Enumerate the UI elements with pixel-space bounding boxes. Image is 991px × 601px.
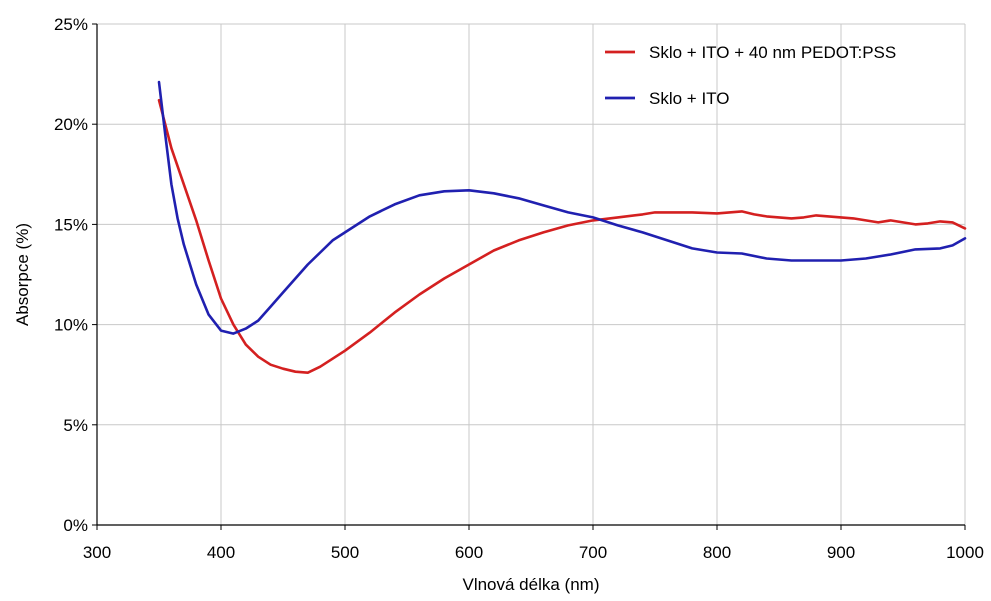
y-axis-title: Absorpce (%) (13, 223, 32, 326)
y-tick-label: 0% (63, 516, 88, 535)
x-tick-label: 600 (455, 543, 483, 562)
data-series (157, 80, 967, 375)
x-tick-label: 500 (331, 543, 359, 562)
x-tick-label: 700 (579, 543, 607, 562)
y-tick-label: 5% (63, 416, 88, 435)
x-tick-label: 1000 (946, 543, 984, 562)
x-tick-label: 300 (83, 543, 111, 562)
x-tick-label: 800 (703, 543, 731, 562)
legend-label: Sklo + ITO (649, 89, 729, 108)
x-tick-label: 400 (207, 543, 235, 562)
grid-lines (97, 23, 966, 525)
y-tick-label: 15% (54, 215, 88, 234)
series-line-pedot (157, 98, 967, 375)
legend: Sklo + ITO + 40 nm PEDOT:PSS Sklo + ITO (605, 43, 896, 108)
y-tick-label: 20% (54, 115, 88, 134)
x-tick-label: 900 (827, 543, 855, 562)
tick-labels: 300 400 500 600 700 800 900 1000 0% 5% 10% 15% 20% 25… (54, 15, 984, 562)
series-line-ito (157, 80, 967, 335)
y-tick-label: 10% (54, 316, 88, 335)
legend-label: Sklo + ITO + 40 nm PEDOT:PSS (649, 43, 896, 62)
x-axis-title: Vlnová délka (nm) (462, 575, 599, 594)
axes (92, 23, 966, 530)
y-tick-label: 25% (54, 15, 88, 34)
